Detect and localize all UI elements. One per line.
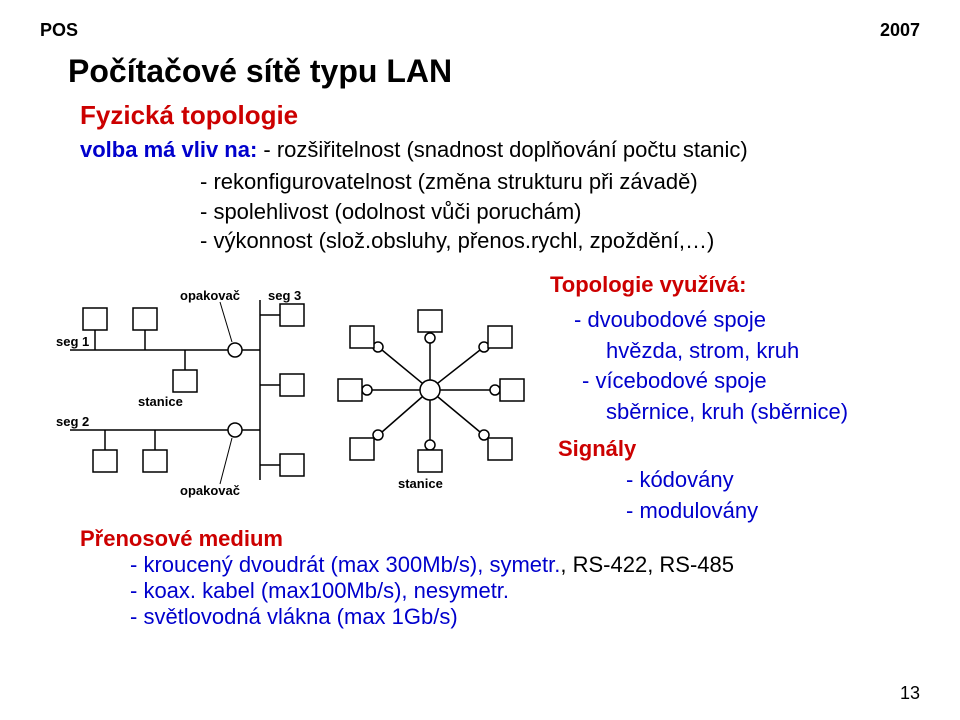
topologie-l2: hvězda, strom, kruh bbox=[606, 336, 848, 367]
signaly-title: Signály bbox=[558, 434, 848, 465]
body-line-1: - rekonfigurovatelnost (změna strukturu … bbox=[200, 167, 920, 197]
prenosove-l1-blue: - kroucený dvoudrát (max 300Mb/s), symet… bbox=[130, 552, 560, 577]
body-lines: - rekonfigurovatelnost (změna strukturu … bbox=[200, 167, 920, 256]
header-right: 2007 bbox=[880, 20, 920, 41]
volba-cont: - rozšiřitelnost (snadnost doplňování po… bbox=[257, 137, 747, 162]
signaly-l2: - modulovány bbox=[626, 496, 848, 527]
prenosove-l2: - koax. kabel (max100Mb/s), nesymetr. bbox=[130, 578, 920, 604]
prenosove-l1-black: , RS-422, RS-485 bbox=[560, 552, 734, 577]
subtitle: Fyzická topologie bbox=[80, 100, 920, 131]
label-seg2: seg 2 bbox=[56, 414, 89, 429]
prenosove-l3: - světlovodná vlákna (max 1Gb/s) bbox=[130, 604, 920, 630]
label-stanice-2: stanice bbox=[398, 476, 443, 491]
topologie-title: Topologie využívá: bbox=[550, 270, 848, 301]
label-stanice-1: stanice bbox=[138, 394, 183, 409]
volba-blue: volba má vliv na: bbox=[80, 137, 257, 162]
prenosove-block: Přenosové medium - kroucený dvoudrát (ma… bbox=[40, 526, 920, 630]
topologie-l3: - vícebodové spoje bbox=[582, 366, 848, 397]
label-seg1: seg 1 bbox=[56, 334, 89, 349]
topology-diagram: seg 1 seg 2 seg 3 stanice opakovač opako… bbox=[50, 270, 540, 520]
prenosove-title: Přenosové medium bbox=[80, 526, 920, 552]
body-line-2: - spolehlivost (odolnost vůči poruchám) bbox=[200, 197, 920, 227]
page-title: Počítačové sítě typu LAN bbox=[68, 53, 920, 90]
volba-line: volba má vliv na: - rozšiřitelnost (snad… bbox=[80, 137, 920, 163]
label-seg3: seg 3 bbox=[268, 288, 301, 303]
label-opakovac-2: opakovač bbox=[180, 483, 240, 498]
page-number: 13 bbox=[900, 683, 920, 704]
header-left: POS bbox=[40, 20, 78, 41]
topologie-l4: sběrnice, kruh (sběrnice) bbox=[606, 397, 848, 428]
body-line-3: - výkonnost (slož.obsluhy, přenos.rychl,… bbox=[200, 226, 920, 256]
label-opakovac-1: opakovač bbox=[180, 288, 240, 303]
signaly-l1: - kódovány bbox=[626, 465, 848, 496]
topologie-l1: - dvoubodové spoje bbox=[574, 305, 848, 336]
prenosove-l1: - kroucený dvoudrát (max 300Mb/s), symet… bbox=[130, 552, 920, 578]
diagram-row: seg 1 seg 2 seg 3 stanice opakovač opako… bbox=[40, 270, 920, 520]
topologie-block: Topologie využívá: - dvoubodové spoje hv… bbox=[550, 270, 848, 526]
header-row: POS 2007 bbox=[40, 20, 920, 41]
